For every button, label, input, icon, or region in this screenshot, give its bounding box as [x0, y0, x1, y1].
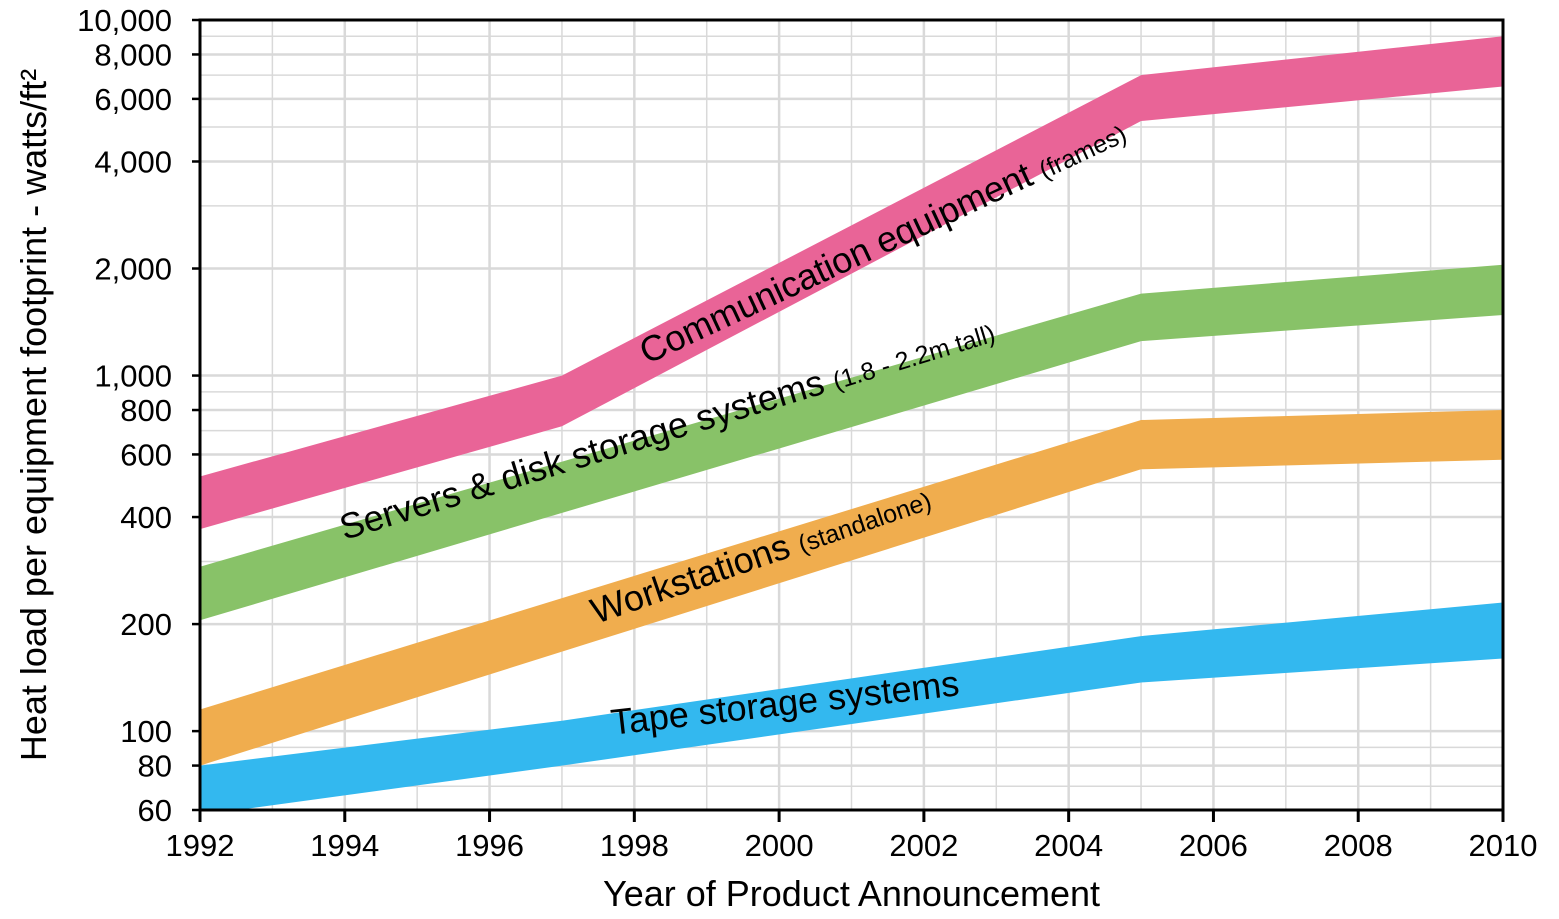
x-tick-label: 1996: [455, 828, 524, 863]
band-servers-disk-storage-systems-1-8-2-2m-tall-: [200, 264, 1503, 621]
x-tick-label: 2010: [1469, 828, 1538, 863]
y-tick-label: 400: [120, 500, 172, 535]
plot-frame: [198, 18, 1505, 812]
x-tick-label: 1992: [166, 828, 235, 863]
y-tick-label: 80: [138, 749, 172, 784]
y-tick-label: 6,000: [94, 82, 172, 117]
x-tick-label: 2006: [1179, 828, 1248, 863]
band-communication-equipment-frames-: [200, 36, 1503, 530]
x-axis-ticks: 1992 1994 1996 1998 2000 2002 2004 2006 2008 2010: [166, 810, 1538, 863]
band-workstations-standalone-: [200, 410, 1503, 766]
x-tick-label: 2004: [1034, 828, 1103, 863]
y-tick-label: 600: [120, 437, 172, 472]
y-tick-label: 8,000: [94, 37, 172, 72]
x-tick-label: 1994: [310, 828, 379, 863]
x-tick-label: 2000: [745, 828, 814, 863]
y-tick-label: 200: [120, 607, 172, 642]
y-tick-label: 4,000: [94, 144, 172, 179]
y-tick-label: 100: [120, 714, 172, 749]
y-axis-title: Heat load per equipment footprint - watt…: [13, 69, 54, 761]
y-tick-label: 1,000: [94, 359, 172, 394]
x-tick-label: 2002: [889, 828, 958, 863]
y-tick-label: 2,000: [94, 252, 172, 287]
y-tick-label: 10,000: [77, 3, 172, 38]
series-bands: [200, 36, 1503, 810]
y-tick-label: 60: [138, 793, 172, 828]
band-tape-storage-systems: [200, 602, 1503, 810]
x-tick-label: 1998: [600, 828, 669, 863]
x-tick-label: 2008: [1324, 828, 1393, 863]
y-tick-label: 800: [120, 393, 172, 428]
x-axis-title: Year of Product Announcement: [603, 873, 1100, 914]
